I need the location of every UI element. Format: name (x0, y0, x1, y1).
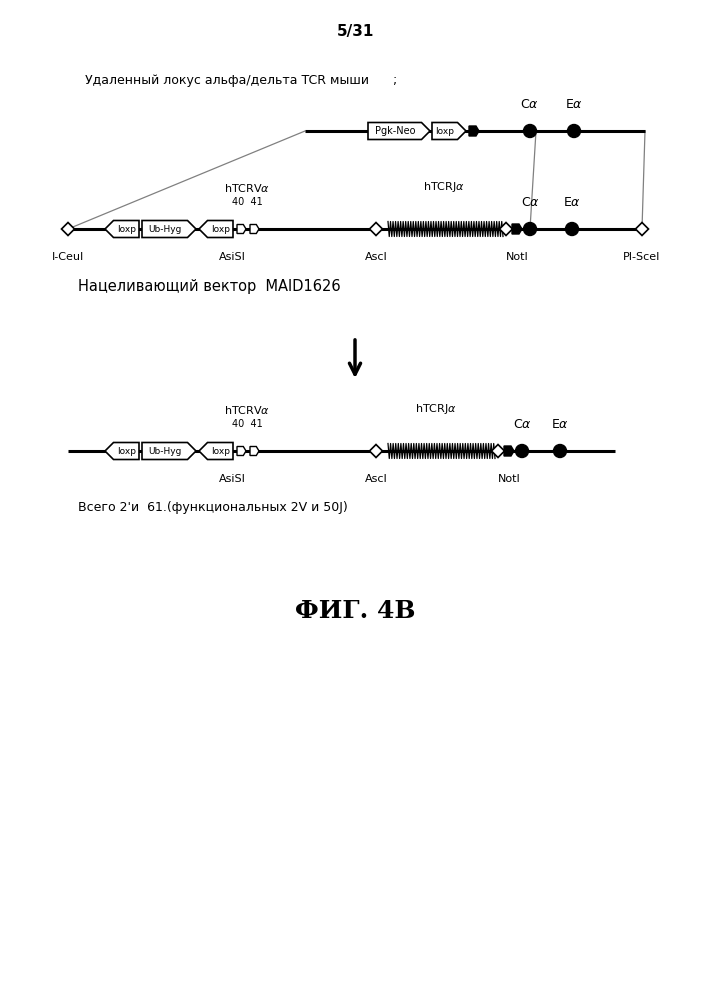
Polygon shape (142, 221, 196, 238)
Text: AsiSI: AsiSI (218, 252, 245, 262)
Text: hTCRV$\alpha$: hTCRV$\alpha$ (224, 404, 270, 416)
Polygon shape (368, 123, 430, 140)
Text: AscI: AscI (365, 474, 387, 484)
Text: C$\alpha$: C$\alpha$ (513, 418, 531, 431)
Polygon shape (61, 223, 75, 236)
Polygon shape (432, 123, 466, 140)
Circle shape (523, 223, 537, 236)
Text: E$\alpha$: E$\alpha$ (563, 196, 581, 209)
Text: E$\alpha$: E$\alpha$ (551, 418, 569, 431)
Text: AscI: AscI (365, 252, 387, 262)
Circle shape (553, 445, 567, 458)
Polygon shape (512, 224, 522, 234)
Text: loxp: loxp (210, 447, 230, 456)
Text: hTCRJ$\alpha$: hTCRJ$\alpha$ (415, 402, 457, 416)
Text: NotI: NotI (498, 474, 520, 484)
Text: 40  41: 40 41 (232, 419, 262, 429)
Text: hTCRJ$\alpha$: hTCRJ$\alpha$ (423, 180, 465, 194)
Text: loxp: loxp (435, 127, 454, 136)
Polygon shape (237, 225, 246, 234)
Text: loxp: loxp (117, 447, 136, 456)
Text: Ub-Hyg: Ub-Hyg (148, 447, 181, 456)
Polygon shape (504, 446, 514, 456)
Text: loxp: loxp (210, 225, 230, 234)
Polygon shape (636, 223, 648, 236)
Polygon shape (491, 445, 505, 458)
Text: 5/31: 5/31 (336, 24, 374, 39)
Text: Удаленный локус альфа/дельта TCR мыши: Удаленный локус альфа/дельта TCR мыши (85, 74, 369, 87)
Text: NotI: NotI (506, 252, 528, 262)
Text: Ub-Hyg: Ub-Hyg (148, 225, 181, 234)
Polygon shape (105, 443, 139, 460)
Text: PI-SceI: PI-SceI (624, 252, 661, 262)
Polygon shape (105, 221, 139, 238)
Circle shape (523, 125, 537, 138)
Circle shape (567, 125, 580, 138)
Text: loxp: loxp (117, 225, 136, 234)
Polygon shape (250, 447, 259, 456)
Text: Нацеливающий вектор  MAID1626: Нацеливающий вектор MAID1626 (78, 279, 341, 294)
Text: AsiSI: AsiSI (218, 474, 245, 484)
Text: I-CeuI: I-CeuI (52, 252, 84, 262)
Text: 40  41: 40 41 (232, 197, 262, 207)
Text: ФИГ. 4В: ФИГ. 4В (295, 599, 415, 623)
Polygon shape (370, 223, 383, 236)
Text: E$\alpha$: E$\alpha$ (565, 98, 583, 111)
Text: hTCRV$\alpha$: hTCRV$\alpha$ (224, 182, 270, 194)
Text: C$\alpha$: C$\alpha$ (520, 196, 540, 209)
Polygon shape (142, 443, 196, 460)
Text: C$\alpha$: C$\alpha$ (520, 98, 538, 111)
Text: Всего 2'и  61.(функциональных 2V и 50J): Всего 2'и 61.(функциональных 2V и 50J) (78, 501, 348, 514)
Polygon shape (370, 445, 383, 458)
Polygon shape (469, 126, 479, 136)
Circle shape (515, 445, 528, 458)
Polygon shape (250, 225, 259, 234)
Polygon shape (500, 223, 513, 236)
Polygon shape (199, 221, 233, 238)
Polygon shape (237, 447, 246, 456)
Text: Pgk-Neo: Pgk-Neo (375, 126, 415, 136)
Circle shape (565, 223, 579, 236)
Text: ;: ; (393, 74, 397, 87)
Polygon shape (199, 443, 233, 460)
